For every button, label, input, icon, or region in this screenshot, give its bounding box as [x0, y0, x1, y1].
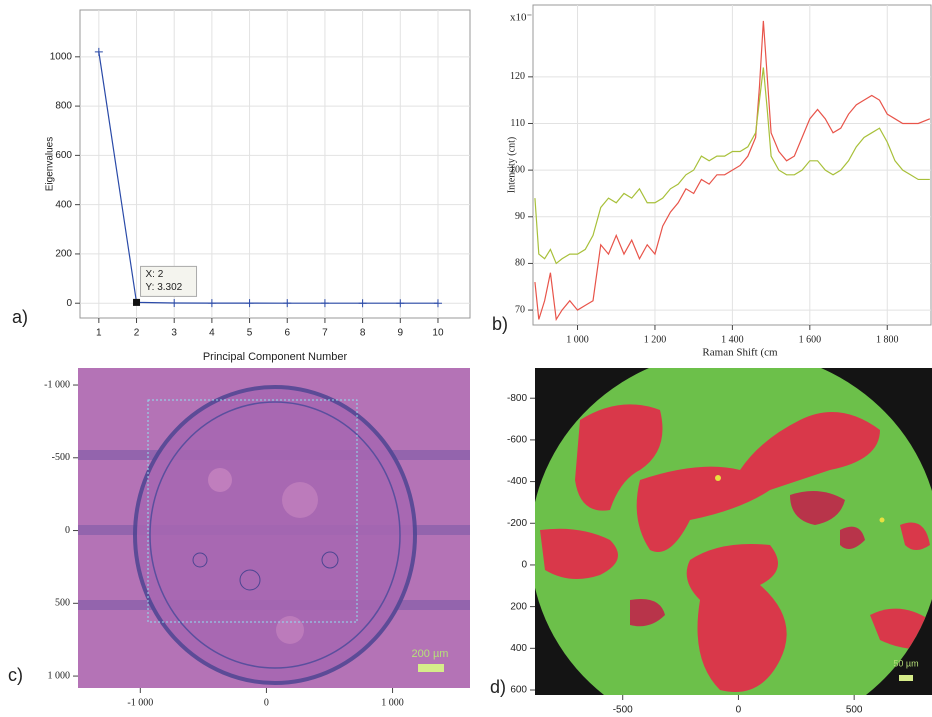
point-marker [433, 299, 442, 308]
x-tick-label: 1 800 [876, 334, 899, 345]
x-tick-label: 4 [209, 328, 215, 339]
y-tick-label: -500 [52, 452, 70, 463]
y-tick-label: -1 000 [44, 379, 70, 390]
x-tick-label: 1 600 [799, 334, 822, 345]
x-tick-label: 0 [736, 705, 742, 716]
x-tick-label: 1 000 [381, 697, 404, 708]
scale-bar-label: 200 µm [412, 648, 449, 660]
y-tick-label: 1 000 [48, 670, 71, 681]
plot-frame [79, 9, 471, 319]
y-tick-label: 200 [510, 601, 527, 612]
y-tick-label: -600 [507, 435, 527, 446]
x-tick-label: 500 [846, 705, 863, 716]
y-tick-label: 0 [65, 525, 70, 536]
panel-label: d) [490, 677, 506, 697]
point-marker [245, 299, 254, 308]
x-tick-label: 1 [96, 328, 102, 339]
point-marker [283, 299, 292, 308]
y-tick-label: 400 [510, 643, 527, 654]
scale-bar [899, 675, 913, 681]
point-marker [207, 299, 216, 308]
point-marker [94, 47, 103, 56]
y-tick-label: 600 [510, 685, 527, 696]
x-tick-label: 5 [247, 328, 253, 339]
scale-bar [418, 664, 444, 672]
point-marker [320, 299, 329, 308]
x-tick-label: 9 [398, 328, 404, 339]
y-tick-label: -200 [507, 518, 527, 529]
y-axis-label: Eigenvalues [45, 137, 56, 191]
point-marker [170, 298, 179, 307]
micrograph [78, 368, 470, 688]
tooltip-text: X: 2 [146, 269, 164, 280]
y-axis-label: Intensity (cnt) [506, 137, 517, 193]
x-tick-label: 1 000 [566, 334, 589, 345]
data-line [98, 51, 438, 304]
x-tick-label: 8 [360, 328, 366, 339]
panel-label: b) [492, 314, 508, 334]
y-tick-label: 0 [66, 298, 72, 309]
tooltip-text: Y: 3.302 [146, 282, 183, 293]
x-tick-label: 6 [284, 328, 290, 339]
y-tick-label: 80 [515, 258, 525, 269]
y-tick-label: -800 [507, 393, 527, 404]
y-tick-label: 110 [510, 118, 525, 129]
y-tick-label: 800 [55, 101, 72, 112]
y-tick-label: 400 [55, 199, 72, 210]
chemical-map [535, 368, 932, 695]
y-tick-label: 1000 [50, 51, 73, 62]
x-tick-label: 10 [432, 328, 444, 339]
x-tick-label: 3 [171, 328, 177, 339]
y-tick-label: 100 [510, 164, 525, 175]
tooltip [140, 265, 198, 297]
y-tick-label: 70 [515, 304, 525, 315]
point-marker [358, 299, 367, 308]
y-tick-label: 200 [55, 249, 72, 260]
x-tick-label: -500 [613, 705, 633, 716]
x-tick-label: 1 200 [644, 334, 667, 345]
y-tick-label: 90 [515, 211, 525, 222]
y-tick-label: -400 [507, 476, 527, 487]
x-axis-label: Principal Component Number [203, 351, 348, 363]
panel-label: a) [12, 307, 28, 327]
y-tick-label: 0 [521, 560, 527, 571]
panel-label: c) [8, 665, 23, 685]
data-line [534, 67, 930, 265]
data-line [534, 20, 931, 322]
x-tick-label: 2 [134, 328, 140, 339]
x-tick-label: 0 [264, 697, 269, 708]
point-marker [396, 299, 405, 308]
x-tick-label: -1 000 [127, 697, 153, 708]
x-tick-label: 1 400 [721, 334, 744, 345]
y-tick-label: 500 [55, 598, 70, 609]
highlight-marker [133, 298, 141, 306]
x-tick-label: 7 [322, 328, 328, 339]
scale-bar-label: 50 µm [893, 658, 918, 668]
axis-multiplier: x10⁻³ [510, 12, 536, 24]
y-tick-label: 600 [55, 150, 72, 161]
x-axis-label: Raman Shift (cm [702, 347, 778, 359]
y-tick-label: 120 [510, 71, 525, 82]
